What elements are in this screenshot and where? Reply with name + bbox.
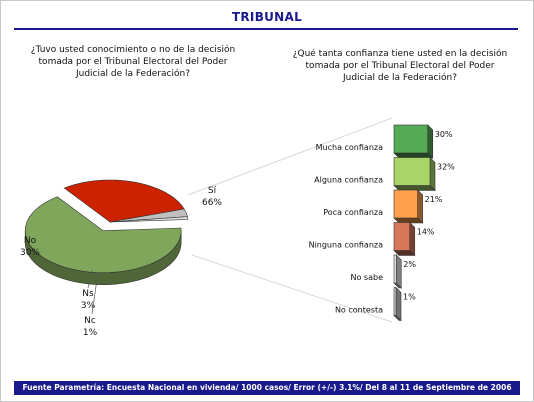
pie-value-label: 66% xyxy=(202,198,222,208)
pie-label: Ns xyxy=(82,289,94,299)
bar-no-contesta xyxy=(393,287,397,316)
bar-side xyxy=(429,156,436,192)
bar-no-sabe xyxy=(393,254,397,284)
pie-value-label: 3% xyxy=(81,301,96,311)
pie-value-label: 30% xyxy=(20,248,40,258)
bar-mucha-confianza xyxy=(393,124,429,154)
source-footer: Fuente Parametría: Encuesta Nacional en … xyxy=(14,381,520,395)
bar-value-label: 21% xyxy=(425,195,443,204)
pie-question: ¿Tuvo usted conocimiento o no de la deci… xyxy=(30,45,236,79)
bar-category-label: Poca confianza xyxy=(323,208,383,217)
bar-category-label: No contesta xyxy=(335,306,383,315)
pie-leader-ns xyxy=(87,269,93,289)
bar-side xyxy=(409,221,416,257)
bar-value-label: 14% xyxy=(417,228,435,237)
title-divider xyxy=(14,28,518,30)
bar-poca-confianza xyxy=(393,189,418,219)
bar-side xyxy=(395,254,402,289)
pie-value-label: 1% xyxy=(83,328,98,338)
pie-slice-no xyxy=(63,179,185,223)
connector-line-bottom xyxy=(191,254,393,323)
page-title: TRIBUNAL xyxy=(231,10,303,24)
bar-category-label: Alguna confianza xyxy=(314,176,383,185)
bar-side xyxy=(417,189,423,224)
pie-label: Sí xyxy=(208,186,217,196)
bar-value-label: 30% xyxy=(435,130,453,139)
bar-value-label: 32% xyxy=(437,163,455,172)
bar-category-label: Ninguna confianza xyxy=(309,241,384,250)
bar-ninguna-confianza xyxy=(393,222,411,251)
pie-label: No xyxy=(24,236,37,246)
bar-side xyxy=(395,286,402,322)
bar-category-label: No sabe xyxy=(351,273,384,282)
pie-label: Nc xyxy=(84,316,96,326)
bar-question: ¿Qué tanta confianza tiene usted en la d… xyxy=(292,49,508,83)
bar-side xyxy=(427,124,434,159)
pie-slice-ns xyxy=(109,208,189,223)
pie-leader-nc xyxy=(91,271,99,315)
bar-alguna-confianza xyxy=(393,157,431,186)
bar-value-label: 2% xyxy=(403,260,416,269)
bar-value-label: 1% xyxy=(403,293,416,302)
pie-slice-s xyxy=(24,196,182,274)
pie-slice-nc xyxy=(109,216,189,223)
connector-line-top xyxy=(187,117,393,196)
bar-category-label: Mucha confianza xyxy=(316,143,383,152)
